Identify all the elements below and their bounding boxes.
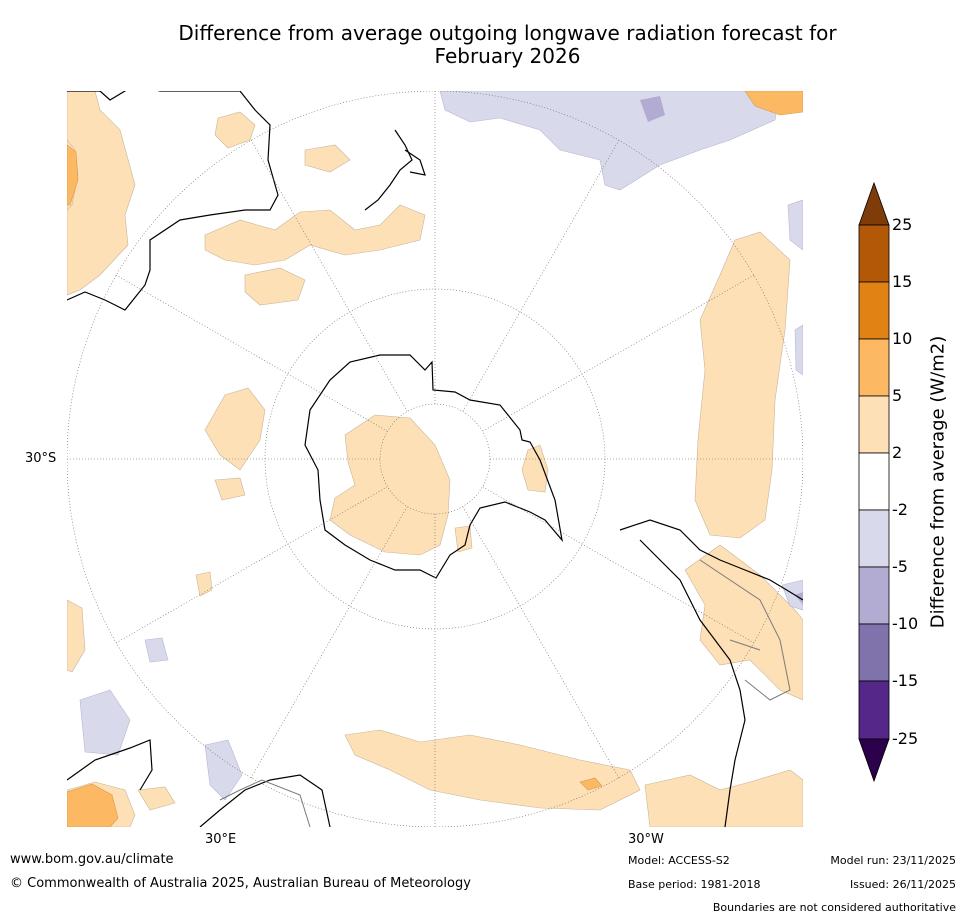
meridian-120e xyxy=(115,274,388,432)
anomaly-southwest xyxy=(137,786,176,811)
anomaly-pos-5-ne xyxy=(744,91,803,116)
colorbar-2-5 xyxy=(858,395,890,454)
colorbar-extend-high xyxy=(858,181,890,226)
negative-anomaly-layer xyxy=(79,91,803,801)
colorbar-15-25 xyxy=(858,224,890,283)
colorbar-tick: -15 xyxy=(892,671,919,690)
colorbar-m25-m15 xyxy=(858,680,890,740)
lon-label-30e: 30°E xyxy=(205,832,237,847)
colorbar-m5-m2 xyxy=(858,509,890,568)
anomaly-pos-5-atl xyxy=(579,777,603,791)
anomaly-tasman-3 xyxy=(304,144,351,173)
colorbar xyxy=(858,181,890,783)
coastline-layer xyxy=(67,91,803,827)
colorbar-5-10 xyxy=(858,338,890,397)
meridian-60e xyxy=(115,486,388,644)
title-line-2: February 2026 xyxy=(434,44,581,68)
stronger-positive-layer xyxy=(67,91,803,827)
anomaly-south-atlantic-1 xyxy=(344,729,641,811)
anomaly-layer xyxy=(67,91,803,827)
colorbar-m10-m5 xyxy=(858,566,890,625)
footer-model-run: Model run: 23/11/2025 xyxy=(830,854,956,867)
coastline-new-zealand xyxy=(364,129,426,211)
meridian-150e xyxy=(250,139,408,412)
meridian-120w xyxy=(482,274,755,432)
anomaly-tasman-1 xyxy=(214,111,256,149)
coastline-antarctica xyxy=(304,354,563,579)
anomaly-antarctica-2 xyxy=(454,525,473,553)
anomaly-neg-5-pacific xyxy=(640,96,665,122)
colorbar-extend-low xyxy=(858,738,890,783)
anomaly-south-atlantic-2 xyxy=(644,769,803,827)
anomaly-indian-3 xyxy=(195,571,213,597)
colorbar-tick: 25 xyxy=(892,215,913,234)
colorbar-tick: 10 xyxy=(892,329,913,348)
footer-issued: Issued: 26/11/2025 xyxy=(849,878,956,891)
meridian-30e xyxy=(250,506,408,779)
colorbar-label-text: Difference from average (W/m2) xyxy=(927,335,949,629)
anomaly-west-edge xyxy=(67,599,86,673)
coastline-australia xyxy=(67,91,279,311)
anomaly-pos-5-sw xyxy=(67,783,119,827)
title-line-1: Difference from average outgoing longwav… xyxy=(178,21,837,45)
colorbar-tick: 5 xyxy=(892,386,903,405)
anomaly-south-america xyxy=(684,544,803,701)
anomaly-atlantic xyxy=(694,231,791,539)
stronger-negative-layer xyxy=(640,96,803,605)
colorbar-tick: -10 xyxy=(892,614,919,633)
anomaly-peninsula xyxy=(521,444,549,493)
meridian-30w xyxy=(462,506,620,779)
lat-label-30s: 30°S xyxy=(25,451,57,466)
border-south-america xyxy=(699,559,791,701)
coastline-africa xyxy=(67,739,331,827)
anomaly-negative-east xyxy=(787,199,803,251)
colorbar-10-15 xyxy=(858,281,890,340)
colorbar-tick: -25 xyxy=(892,729,919,748)
border-layer xyxy=(219,559,791,827)
colorbar-tick: 2 xyxy=(892,443,903,462)
anomaly-indian-2 xyxy=(214,477,246,501)
footer-disclaimer: Boundaries are not considered authoritat… xyxy=(712,901,956,914)
anomaly-negative-sa xyxy=(781,579,803,611)
anomaly-indian-1 xyxy=(204,387,266,471)
anomaly-tasman-2 xyxy=(204,204,426,266)
anomaly-negative-southwest xyxy=(79,689,131,756)
anomaly-australia xyxy=(67,91,136,296)
colorbar-m2-2 xyxy=(858,452,890,511)
footer-model: Model: ACCESS-S2 xyxy=(628,854,730,867)
colorbar-tick: -5 xyxy=(892,557,908,576)
anomaly-neg-5-sa xyxy=(795,592,803,605)
anomaly-negative-small xyxy=(144,637,169,663)
coastline-south-america xyxy=(619,519,803,827)
colorbar-m15-m10 xyxy=(858,623,890,682)
anomaly-negative-east-2 xyxy=(794,324,803,376)
anomaly-tasman-4 xyxy=(244,267,306,306)
border-africa xyxy=(219,779,311,827)
anomaly-negative-southwest-2 xyxy=(204,739,243,801)
meridian-60w xyxy=(482,486,755,644)
lon-label-30w: 30°W xyxy=(628,832,664,847)
footer-base-period: Base period: 1981-2018 xyxy=(628,878,761,891)
footer-website[interactable]: www.bom.gov.au/climate xyxy=(10,852,174,867)
footer-copyright: © Commonwealth of Australia 2025, Austra… xyxy=(10,876,471,891)
map-panel: g[data-name="anomaly-layer"] path { fill… xyxy=(67,91,803,827)
anomaly-antarctica xyxy=(329,414,451,556)
meridian-150w xyxy=(462,139,620,412)
graticule xyxy=(67,91,803,827)
anomaly-pos-5-aus xyxy=(67,144,79,206)
colorbar-tick: -2 xyxy=(892,500,908,519)
colorbar-tick: 15 xyxy=(892,272,913,291)
map-title: Difference from average outgoing longwav… xyxy=(60,22,955,68)
anomaly-negative-pacific xyxy=(439,91,781,191)
